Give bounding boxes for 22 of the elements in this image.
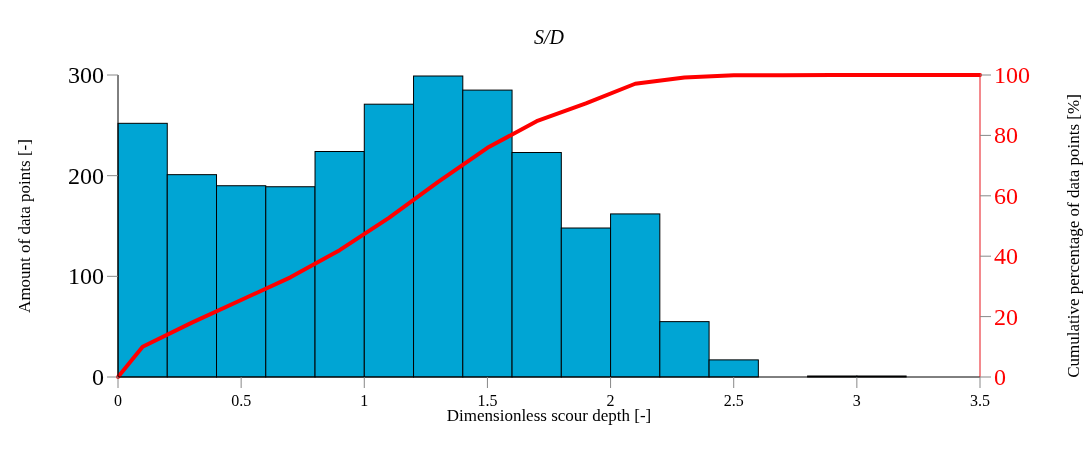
x-tick-label: 2.5 [723,392,744,409]
x-tick-label: 1 [360,392,369,409]
x-tick-label: 0.5 [231,392,252,409]
chart-title: S/D [534,26,565,48]
x-tick-label: 3.5 [970,392,990,409]
x-tick-label: 0 [114,392,122,409]
y2-tick-label: 100 [994,62,1030,88]
y2-axis-title: Cumulative percentage of data points [%] [1064,94,1083,378]
y2-tick-label: 40 [994,243,1018,270]
y2-tick-label: 60 [994,182,1018,209]
x-axis-title: Dimensionless scour depth [-] [446,406,652,425]
y-tick-label: 100 [68,263,104,290]
y-tick-label: 200 [68,162,104,189]
x-tick-label: 2 [606,392,615,409]
x-tick-label: 3 [852,392,861,409]
x-tick-label: 1.5 [477,392,498,409]
y2-tick-label: 0 [994,364,1006,390]
y2-tick-label: 80 [994,122,1018,149]
y-tick-label: 300 [68,62,104,88]
y2-tick-label: 20 [994,303,1018,330]
y-axis-title: Amount of data points [-] [15,139,34,313]
y-tick-label: 0 [92,364,104,390]
